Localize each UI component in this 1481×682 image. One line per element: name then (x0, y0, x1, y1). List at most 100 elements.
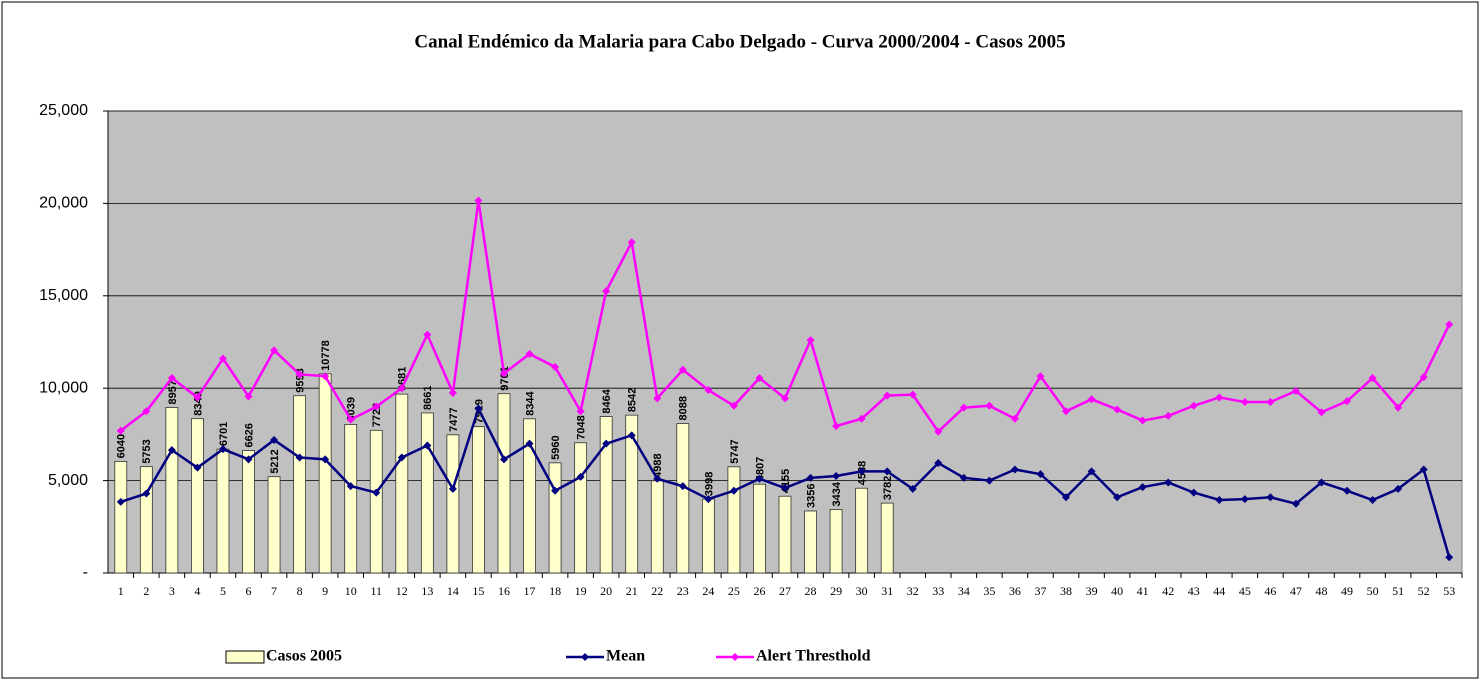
marker (934, 459, 943, 468)
marker (602, 287, 611, 296)
marker (1164, 478, 1173, 487)
marker (1113, 405, 1122, 414)
x-tick-label: 33 (932, 584, 944, 598)
x-tick-label: 34 (958, 584, 970, 598)
x-tick-label: 36 (1009, 584, 1021, 598)
data-label: 6701 (218, 422, 230, 446)
marker (653, 394, 662, 403)
data-label: 3998 (703, 472, 715, 496)
bar (497, 393, 511, 574)
marker (1394, 484, 1403, 493)
marker (448, 388, 457, 397)
data-label: 3434 (831, 481, 843, 506)
x-tick-label: 49 (1341, 584, 1353, 598)
marker (857, 467, 866, 476)
marker (1138, 483, 1147, 492)
x-tick-label: 16 (498, 584, 510, 598)
y-tick-label: 15,000 (39, 287, 88, 304)
x-tick-label: 17 (524, 584, 536, 598)
bar (344, 424, 358, 574)
marker (142, 489, 151, 498)
marker (423, 330, 432, 339)
x-tick-label: 23 (677, 584, 689, 598)
marker (116, 426, 125, 435)
marker (806, 473, 815, 482)
marker (883, 391, 892, 400)
data-label: 5960 (550, 435, 562, 459)
x-tick-label: 35 (983, 584, 995, 598)
marker (448, 484, 457, 493)
marker (1138, 416, 1147, 425)
x-tick-label: 53 (1443, 584, 1455, 598)
x-tick-label: 32 (907, 584, 919, 598)
marker (1317, 408, 1326, 417)
marker (704, 386, 713, 395)
x-tick-label: 5 (220, 584, 226, 598)
marker (1215, 496, 1224, 505)
data-label: 8542 (627, 388, 639, 412)
x-tick-label: 21 (626, 584, 638, 598)
marker (525, 350, 534, 359)
marker (781, 394, 789, 403)
data-label: 9681 (397, 367, 409, 391)
bar (676, 423, 690, 574)
y-tick-label: - (83, 564, 88, 581)
data-label: 8464 (601, 388, 613, 413)
bar (114, 460, 128, 574)
marker (1036, 372, 1045, 381)
marker (1291, 386, 1300, 395)
marker (397, 384, 406, 393)
marker (474, 196, 483, 205)
bar (727, 466, 741, 574)
marker (985, 401, 994, 410)
data-label: 5212 (269, 449, 281, 473)
bar (472, 426, 485, 574)
x-tick-label: 26 (753, 584, 765, 598)
bar (753, 483, 766, 574)
marker (244, 455, 253, 464)
data-label: 6626 (243, 423, 255, 447)
x-tick-label: 44 (1213, 584, 1225, 598)
x-tick-label: 4 (194, 584, 200, 598)
marker (1266, 493, 1275, 502)
bar (778, 495, 792, 574)
marker (1062, 407, 1071, 416)
marker (678, 365, 687, 374)
marker (372, 488, 381, 497)
marker (1189, 488, 1198, 497)
data-label: 5747 (729, 439, 741, 463)
marker (474, 404, 483, 413)
y-tick-label: 5,000 (48, 472, 88, 489)
marker (551, 486, 560, 495)
marker (959, 403, 968, 412)
marker (832, 471, 841, 480)
x-tick-label: 14 (447, 584, 459, 598)
marker (576, 407, 585, 416)
x-tick-label: 2 (143, 584, 149, 598)
marker (883, 467, 892, 476)
marker (1164, 411, 1173, 420)
marker (346, 482, 355, 491)
marker (602, 439, 611, 448)
marker (576, 472, 585, 481)
marker (551, 362, 560, 371)
data-label: 6040 (116, 434, 128, 458)
bar (216, 448, 230, 574)
bar (880, 502, 894, 574)
marker (1113, 493, 1122, 502)
marker (1445, 553, 1454, 562)
marker (1445, 320, 1454, 329)
marker (806, 336, 815, 345)
data-label: 4988 (652, 453, 664, 477)
marker (295, 453, 304, 462)
bar (804, 510, 817, 574)
legend-marker (581, 653, 589, 661)
x-tick-label: 50 (1367, 584, 1379, 598)
marker (1036, 470, 1045, 479)
marker (499, 369, 508, 378)
marker (346, 415, 355, 424)
x-tick-label: 1 (118, 584, 124, 598)
bar (701, 498, 715, 574)
marker (1343, 486, 1352, 495)
data-label: 8088 (678, 396, 690, 420)
